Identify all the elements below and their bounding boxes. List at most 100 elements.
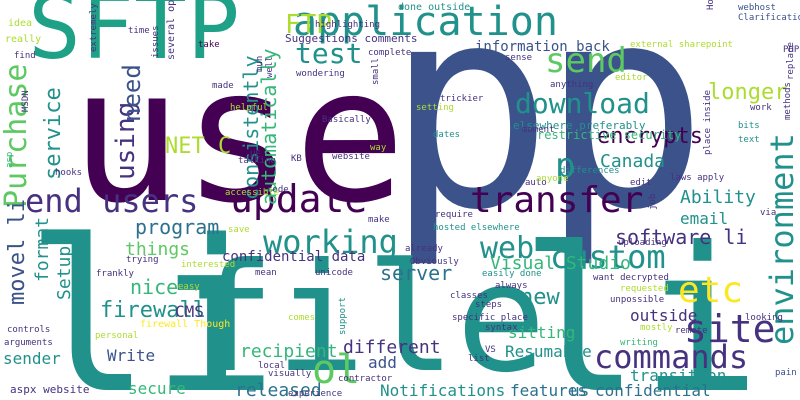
word: methods xyxy=(783,82,793,120)
word: really xyxy=(5,34,41,45)
word: recipient xyxy=(240,341,338,362)
word: application xyxy=(293,0,558,45)
word: want decrypted xyxy=(593,273,669,283)
word: server xyxy=(380,261,452,285)
word: software li xyxy=(615,225,747,249)
word: KB xyxy=(291,154,302,164)
word: helpful xyxy=(230,103,268,113)
word: idea xyxy=(8,18,32,29)
word: extremely xyxy=(89,3,99,52)
word: uploading xyxy=(618,238,667,248)
word: new xyxy=(520,285,560,310)
word: editor xyxy=(615,73,648,83)
word: anyone xyxy=(536,174,569,184)
word: li xyxy=(25,195,278,400)
word: laws apply xyxy=(670,173,725,183)
word: make xyxy=(368,215,390,225)
word: encrypts xyxy=(597,124,703,149)
word: confidential xyxy=(595,381,711,400)
word: job xyxy=(648,194,658,210)
word: secure xyxy=(128,379,186,398)
word: Setup xyxy=(54,246,75,300)
word: sense xyxy=(505,53,532,63)
word: personal xyxy=(95,331,138,341)
word: MSDN xyxy=(21,90,31,112)
word: specific place xyxy=(452,313,528,323)
word: work xyxy=(750,103,772,113)
word: complete xyxy=(368,48,411,58)
word: moment xyxy=(522,125,555,135)
word: take xyxy=(198,40,220,50)
word: Resumable xyxy=(505,342,592,361)
word: experience xyxy=(288,389,342,399)
word: Write xyxy=(107,346,155,365)
word: NET C xyxy=(165,134,231,159)
word: bits xyxy=(738,121,760,131)
word: things xyxy=(125,239,190,260)
word: information back xyxy=(475,39,610,55)
word: trickier xyxy=(440,94,484,104)
word: requested xyxy=(620,284,669,294)
word: consistently xyxy=(239,56,263,201)
word: use xyxy=(70,27,406,244)
word: nice xyxy=(130,275,178,299)
word: unicode xyxy=(315,268,353,278)
word: features xyxy=(510,381,587,400)
word: OS xyxy=(498,169,517,188)
word: easily done xyxy=(482,269,542,279)
word: UE xyxy=(250,150,261,160)
word: transition xyxy=(630,366,726,385)
word: webhost xyxy=(738,3,776,13)
word: Purchase xyxy=(0,64,34,209)
word: test xyxy=(295,37,362,70)
word: easy xyxy=(178,282,200,292)
word: code xyxy=(267,185,289,195)
word: setting xyxy=(416,103,454,113)
word: website xyxy=(332,152,370,162)
word: hosted elsewhere xyxy=(433,223,520,233)
word: email xyxy=(680,209,728,228)
word: different xyxy=(343,337,441,358)
word: find xyxy=(14,51,36,61)
word: differences xyxy=(560,166,620,176)
word: firewall xyxy=(100,298,206,323)
word: comes xyxy=(288,313,315,323)
word: Basically xyxy=(322,115,371,125)
word: time xyxy=(128,26,150,36)
word: wondering xyxy=(296,69,345,79)
word: need xyxy=(118,64,146,122)
word: commands xyxy=(594,338,748,376)
word: working xyxy=(263,223,398,261)
word: firewall Though xyxy=(140,319,230,330)
word: format xyxy=(32,217,53,282)
word: well xyxy=(265,56,275,78)
word: interested xyxy=(181,260,235,270)
word: p xyxy=(385,0,554,272)
word: writing xyxy=(620,338,658,348)
word: muh xyxy=(255,56,265,72)
word: frankly xyxy=(96,269,135,279)
word: asp xyxy=(5,152,15,168)
word: aspx website xyxy=(10,383,89,396)
word: looking xyxy=(745,313,783,323)
word: add xyxy=(368,353,397,372)
word: sitting xyxy=(508,323,575,342)
word: local xyxy=(258,361,285,371)
word: auto xyxy=(525,178,547,188)
word: program xyxy=(135,215,219,239)
word: made xyxy=(212,81,234,91)
word: send xyxy=(545,41,627,81)
word: FTP xyxy=(285,10,332,40)
word: way xyxy=(370,143,387,153)
word: transfer xyxy=(470,180,643,221)
word: syntax xyxy=(485,323,518,333)
word: controls xyxy=(7,325,50,335)
word: unpossible xyxy=(610,295,664,305)
word: us xyxy=(570,381,589,400)
word: PHP xyxy=(783,45,800,55)
word: replace xyxy=(786,42,796,80)
word: save xyxy=(228,225,250,235)
word: hooks xyxy=(55,168,82,178)
word: file xyxy=(185,232,546,400)
